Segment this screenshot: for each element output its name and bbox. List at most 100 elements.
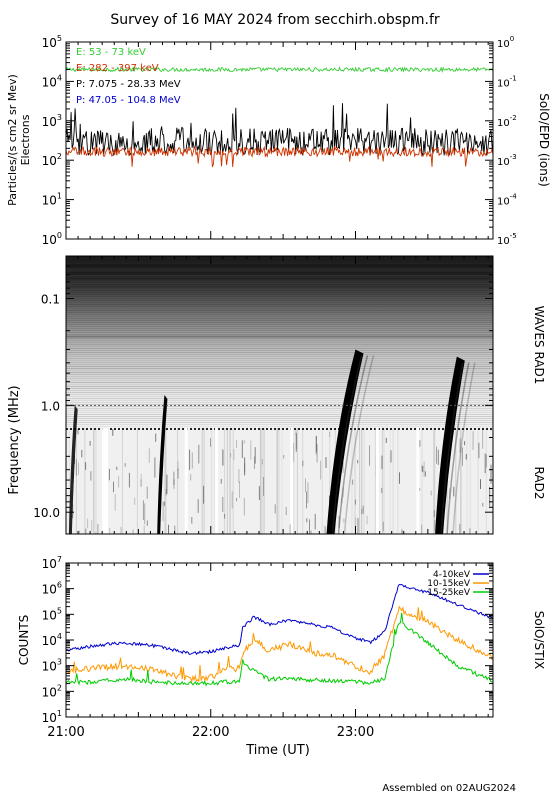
rad1-band xyxy=(66,342,493,343)
rad2-speckle xyxy=(252,533,253,534)
radio-burst-harmonic xyxy=(337,355,369,534)
rad2-edge-dot xyxy=(134,428,136,430)
rad2-data-gap xyxy=(416,428,420,534)
rad2-streak xyxy=(84,428,86,534)
rad2-speckle xyxy=(433,510,435,518)
rad2-speckle xyxy=(343,518,345,523)
rad2-speckle xyxy=(453,486,455,497)
stix-left-tick-label: 107 xyxy=(42,555,62,571)
radio-freq-label: 0.1 xyxy=(41,293,60,307)
rad2-streak xyxy=(259,428,261,534)
rad2-streak xyxy=(433,428,435,534)
rad2-edge-dot xyxy=(298,428,300,430)
rad2-speckle xyxy=(342,462,344,473)
rad1-background xyxy=(66,256,493,428)
rad1-band xyxy=(66,372,493,373)
rad2-streak xyxy=(214,428,216,534)
legend-e-53-73: E: 53 - 73 keV xyxy=(76,47,146,58)
rad2-edge-dot xyxy=(394,428,396,430)
rad2-edge-dot xyxy=(458,428,460,430)
rad2-speckle xyxy=(75,459,77,476)
rad2-streak xyxy=(263,428,265,534)
rad1-band xyxy=(66,258,493,259)
rad1-band xyxy=(66,300,493,301)
rad2-speckle xyxy=(197,499,199,513)
rad2-speckle xyxy=(189,449,191,470)
rad2-speckle xyxy=(243,498,245,516)
rad2-streak xyxy=(224,428,226,534)
stix-series-4-10keV xyxy=(66,583,493,656)
rad2-speckle xyxy=(233,449,235,461)
rad2-speckle xyxy=(289,524,291,534)
rad2-streak xyxy=(229,428,230,534)
rad2-edge-dot xyxy=(318,428,320,430)
rad2-speckle xyxy=(191,452,193,469)
rad2-edge-dot xyxy=(486,428,488,430)
rad2-speckle xyxy=(437,449,439,465)
rad1-band xyxy=(66,334,493,335)
rad2-streak xyxy=(276,428,278,534)
rad2-speckle xyxy=(490,464,492,484)
stix-left-tick-label: 103 xyxy=(42,658,62,674)
particles-legend: E: 53 - 73 keV E: 282 - 397 keV P: 7.075… xyxy=(76,47,181,106)
rad1-band xyxy=(66,390,493,391)
rad2-speckle xyxy=(346,533,348,534)
rad1-band xyxy=(66,308,493,309)
particles-right-tick-label: 10-2 xyxy=(497,114,517,129)
rad2-edge-dot xyxy=(254,428,256,430)
rad2-speckle xyxy=(295,432,297,452)
rad2-streak xyxy=(363,428,365,534)
stix-series-15-25keV xyxy=(66,612,493,687)
rad2-edge-dot xyxy=(358,428,360,430)
rad2-edge-dot xyxy=(70,428,72,430)
rad2-speckle xyxy=(191,517,193,524)
rad2-speckle xyxy=(143,525,145,534)
rad2-speckle xyxy=(254,447,256,464)
rad2-speckle xyxy=(306,518,308,523)
rad2-speckle xyxy=(224,513,226,519)
rad2-speckle xyxy=(220,479,222,484)
rad2-speckle xyxy=(283,454,285,459)
rad2-data-gap xyxy=(290,428,294,534)
rad1-label: WAVES RAD1 xyxy=(532,306,546,385)
rad2-streak xyxy=(278,428,280,534)
stix-legend: 4-10keV 10-15keV 15-25keV xyxy=(427,570,489,598)
rad1-band xyxy=(66,340,493,341)
rad1-band xyxy=(66,366,493,367)
rad1-band xyxy=(66,310,493,311)
rad2-speckle xyxy=(352,479,354,485)
rad2-edge-dot xyxy=(270,428,272,430)
particles-frame xyxy=(65,41,494,240)
rad1-band xyxy=(66,376,493,377)
rad2-streak xyxy=(260,428,262,534)
rad2-streak xyxy=(434,428,436,534)
rad1-band xyxy=(66,324,493,325)
rad1-band xyxy=(66,314,493,315)
particles-series-0 xyxy=(66,66,493,74)
rad1-band xyxy=(66,354,493,355)
rad2-speckle xyxy=(464,441,466,446)
rad2-speckle xyxy=(369,445,370,466)
rad2-speckle xyxy=(306,491,307,509)
rad1-band xyxy=(66,362,493,363)
rad2-speckle xyxy=(338,515,340,528)
rad1-band xyxy=(66,264,493,268)
rad2-streak xyxy=(68,428,70,534)
radio-burst-harmonic xyxy=(343,355,375,534)
rad1-band xyxy=(66,332,493,333)
rad2-data-gap xyxy=(215,428,219,534)
rad2-edge-dot xyxy=(366,428,368,430)
rad2-speckle xyxy=(228,533,229,534)
rad2-edge-dot xyxy=(378,428,380,430)
rad1-band xyxy=(66,322,493,323)
rad1-band xyxy=(66,350,493,351)
rad2-speckle xyxy=(315,435,317,455)
particles-right-tick-label: 10-5 xyxy=(497,232,517,247)
rad2-speckle xyxy=(295,428,297,435)
rad2-streak xyxy=(229,428,231,534)
rad1-band xyxy=(66,408,493,409)
particles-ylabel: Particles/(s cm2 sr Mev) xyxy=(6,74,19,206)
rad2-edge-dot xyxy=(310,428,312,430)
rad2-speckle xyxy=(222,496,224,512)
rad2-streak xyxy=(293,428,295,534)
